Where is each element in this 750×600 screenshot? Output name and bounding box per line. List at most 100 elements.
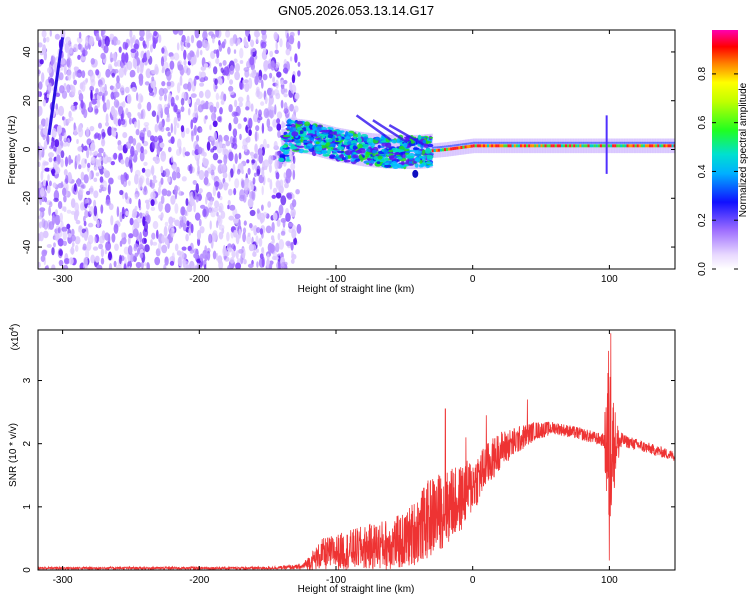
spectrogram-cell: [324, 143, 329, 149]
spectrogram-cell: [49, 30, 52, 37]
spectrogram-cell: [470, 142, 473, 145]
spectrogram-cell: [521, 141, 525, 144]
spectrogram-cell: [250, 103, 254, 112]
spectrogram-cell: [161, 81, 166, 87]
spectrogram-cell: [322, 153, 330, 157]
spectrogram-cell: [117, 118, 122, 127]
spectrogram-cell: [388, 149, 394, 153]
spectrogram-cell: [86, 126, 90, 138]
spectrogram-cell: [149, 44, 153, 53]
spectrogram-cell: [195, 134, 200, 142]
spectrogram-cell: [509, 144, 512, 148]
spectrogram-cell: [466, 142, 469, 145]
spectrogram-cell: [569, 144, 572, 148]
spectrogram-cell: [270, 60, 276, 71]
spectrogram-cell: [373, 156, 379, 160]
spectrogram-cell: [47, 67, 52, 74]
snr-y-ticks: 0 1 2 3: [22, 377, 675, 573]
spectrogram-cell: [482, 141, 486, 144]
spectrogram-cell: [288, 227, 295, 234]
spectrogram-cell: [164, 221, 169, 227]
spectrogram-cell: [410, 134, 414, 169]
spectrogram-cell: [137, 102, 142, 110]
spectrogram-cell: [46, 93, 50, 99]
spectrogram-cell: [202, 31, 208, 40]
spectrogram-cell: [143, 122, 150, 127]
spectrogram-cell: [74, 236, 81, 245]
spectrogram-cell: [123, 263, 127, 269]
spectrogram-cell: [87, 222, 94, 228]
spectrogram-cell: [597, 144, 600, 148]
spectrogram-cell: [657, 141, 660, 144]
spectrogram-cell: [589, 144, 592, 148]
spectrogram-cell: [511, 144, 514, 148]
spectrogram-cell: [192, 128, 196, 137]
spectrogram-cell: [98, 40, 102, 47]
spectrogram-cell: [233, 188, 237, 196]
spectrogram-cell: [85, 35, 89, 47]
spectrogram-cell: [294, 53, 298, 63]
spectrogram-cell: [186, 205, 193, 213]
spectrogram-cell: [82, 243, 87, 251]
spectrogram-cell: [197, 164, 200, 175]
spectrogram-cell: [234, 153, 238, 165]
spectrogram-cell: [261, 247, 264, 254]
spectrogram-cell: [217, 159, 223, 164]
spectrogram-cell: [422, 149, 426, 155]
spectrogram-cell: [202, 157, 206, 165]
spectrogram-cell: [165, 127, 170, 132]
spectrogram-cell: [98, 147, 104, 154]
spectrogram-cell: [209, 200, 213, 206]
spectrogram-cell: [271, 90, 276, 95]
spectrogram-cell: [93, 190, 99, 199]
spectrogram-cell: [258, 153, 264, 164]
spectrogram-cell: [270, 155, 274, 162]
spectrogram-cell: [396, 138, 400, 143]
spectrogram-cell: [243, 36, 247, 47]
spectrogram-cell: [251, 69, 257, 79]
spectrogram-cell: [208, 196, 215, 202]
snr-x-ticks: -300 -200 -100 0 100: [53, 330, 618, 586]
x-tick-label: 100: [601, 274, 618, 285]
spectrogram-cell: [70, 234, 76, 242]
spectrogram-cell: [556, 141, 559, 144]
spectrogram-cell: [618, 141, 621, 144]
spectrogram-cell: [614, 144, 617, 148]
spectrogram-cell: [644, 141, 648, 144]
spectrogram-cell: [487, 144, 490, 148]
spectrogram-cell: [256, 227, 261, 234]
spectrogram-cell: [249, 151, 254, 156]
spectrogram-cell: [439, 146, 443, 148]
spectrogram-cell: [39, 207, 46, 213]
spectrogram-cell: [44, 197, 48, 203]
spectrogram-cell: [185, 233, 189, 242]
spectrogram-cell: [534, 141, 537, 144]
spectrogram-cell: [665, 144, 668, 148]
spectrogram-x-axis-label: Height of straight line (km): [298, 284, 415, 295]
spectrogram-cell: [163, 225, 168, 237]
x-tick-label: -200: [189, 575, 209, 586]
spectrogram-cell: [412, 169, 419, 178]
spectrogram-cell: [103, 168, 107, 173]
x-tick-label: -100: [326, 274, 346, 285]
spectrogram-cell: [212, 146, 217, 151]
spectrogram-cell: [106, 156, 112, 163]
spectrogram-cell: [177, 112, 181, 122]
spectrogram-cell: [644, 144, 648, 148]
spectrogram-cell: [103, 180, 108, 192]
spectrogram-cell: [287, 222, 294, 227]
spectrogram-cell: [55, 92, 61, 98]
spectrogram-cell: [435, 148, 438, 152]
spectrogram-cell: [657, 144, 660, 148]
spectrogram-cell: [448, 147, 451, 151]
spectrogram-cell: [154, 140, 158, 149]
spectrogram-cell: [110, 91, 115, 100]
spectrogram-cell: [38, 161, 41, 167]
spectrogram-cell: [130, 48, 137, 54]
spectrogram-cell: [104, 232, 110, 241]
spectrogram-cell: [223, 181, 227, 187]
spectrogram-cell: [377, 155, 383, 160]
spectrogram-cell: [290, 36, 294, 45]
colorbar-ticks: 0.0 0.2 0.4 0.6 0.8: [697, 67, 738, 276]
spectrogram-cell: [49, 201, 53, 208]
